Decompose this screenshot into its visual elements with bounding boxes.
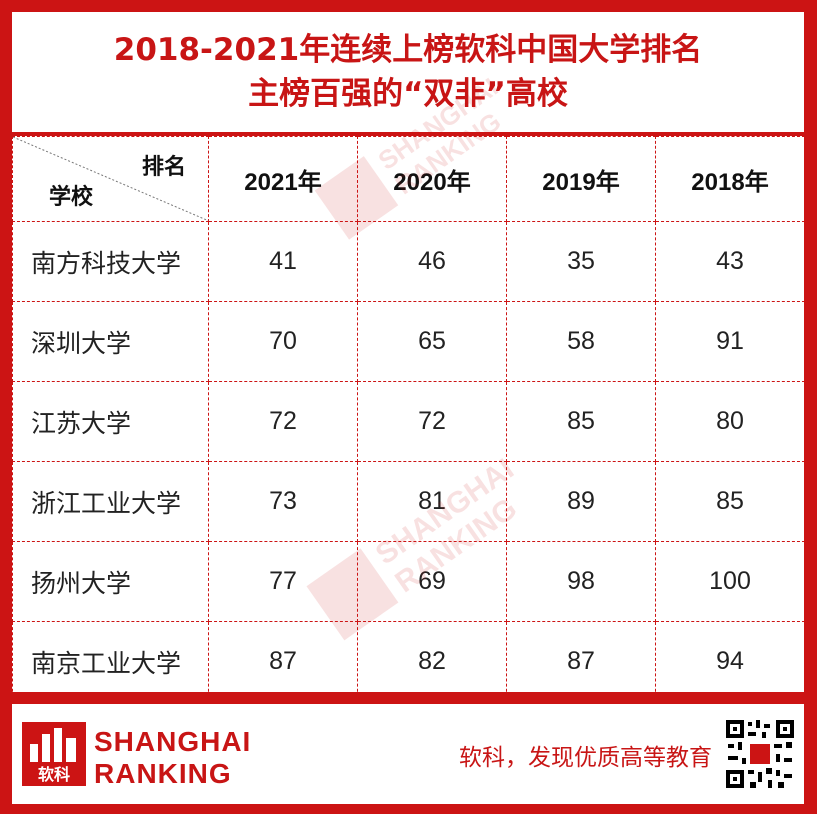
- school-corner-label: 学校: [49, 185, 94, 210]
- ranking-card: 2018-2021年连续上榜软科中国大学排名 主榜百强的“双非”高校 排名 学校…: [12, 12, 805, 702]
- shanghai-ranking-logo-icon: 软科: [22, 722, 86, 786]
- brand-line-2: RANKING: [94, 758, 232, 789]
- rank-cell: 35: [506, 221, 656, 302]
- table-row: 扬州大学 77 69 98 100: [12, 541, 805, 622]
- rank-cell: 80: [655, 381, 805, 462]
- table-row: 浙江工业大学 73 81 89 85: [12, 461, 805, 542]
- university-name: 江苏大学: [12, 381, 209, 462]
- rank-cell: 72: [208, 381, 358, 462]
- rank-cell: 65: [357, 301, 507, 382]
- year-header: 2018年: [655, 136, 805, 222]
- table-row: 南京工业大学 87 82 87 94: [12, 621, 805, 702]
- header-row: 排名 学校 2021年 2020年 2019年 2018年: [12, 136, 805, 222]
- ranking-table: 排名 学校 2021年 2020年 2019年 2018年 南方科技大学 41 …: [12, 136, 805, 702]
- footer-bar: 软科 SHANGHAI RANKING 软科，发现优质高等教育: [12, 704, 804, 804]
- rank-cell: 94: [655, 621, 805, 702]
- title-line-2: 主榜百强的“双非”高校: [248, 76, 568, 112]
- rank-cell: 98: [506, 541, 656, 622]
- rank-cell: 73: [208, 461, 358, 542]
- qr-code-icon: [724, 718, 796, 790]
- rank-cell: 82: [357, 621, 507, 702]
- slogan-text: 软科，发现优质高等教育: [459, 745, 712, 771]
- rank-cell: 81: [357, 461, 507, 542]
- table-row: 江苏大学 72 72 85 80: [12, 381, 805, 462]
- rank-cell: 72: [357, 381, 507, 462]
- brand-line-1: SHANGHAI: [94, 726, 252, 757]
- rank-cell: 87: [506, 621, 656, 702]
- rank-cell: 41: [208, 221, 358, 302]
- brand-name: SHANGHAI RANKING: [94, 726, 251, 790]
- rank-cell: 89: [506, 461, 656, 542]
- rank-cell: 85: [655, 461, 805, 542]
- year-header: 2020年: [357, 136, 507, 222]
- table-row: 深圳大学 70 65 58 91: [12, 301, 805, 382]
- rank-cell: 69: [357, 541, 507, 622]
- rank-cell: 85: [506, 381, 656, 462]
- year-header: 2021年: [208, 136, 358, 222]
- university-name: 扬州大学: [12, 541, 209, 622]
- table-row: 南方科技大学 41 46 35 43: [12, 221, 805, 302]
- university-name: 南方科技大学: [12, 221, 209, 302]
- diagonal-divider: [13, 137, 208, 221]
- corner-header-cell: 排名 学校: [12, 136, 209, 222]
- table-title: 2018-2021年连续上榜软科中国大学排名 主榜百强的“双非”高校: [12, 12, 804, 132]
- title-line-1: 2018-2021年连续上榜软科中国大学排名: [113, 32, 703, 68]
- rank-cell: 87: [208, 621, 358, 702]
- year-header: 2019年: [506, 136, 656, 222]
- rank-cell: 58: [506, 301, 656, 382]
- rank-cell: 70: [208, 301, 358, 382]
- rank-cell: 77: [208, 541, 358, 622]
- university-name: 南京工业大学: [12, 621, 209, 702]
- svg-text:软科: 软科: [38, 765, 70, 784]
- rank-cell: 43: [655, 221, 805, 302]
- rank-cell: 91: [655, 301, 805, 382]
- rank-cell: 100: [655, 541, 805, 622]
- university-name: 浙江工业大学: [12, 461, 209, 542]
- rank-cell: 46: [357, 221, 507, 302]
- rank-corner-label: 排名: [141, 155, 186, 180]
- university-name: 深圳大学: [12, 301, 209, 382]
- title-divider: [12, 132, 804, 136]
